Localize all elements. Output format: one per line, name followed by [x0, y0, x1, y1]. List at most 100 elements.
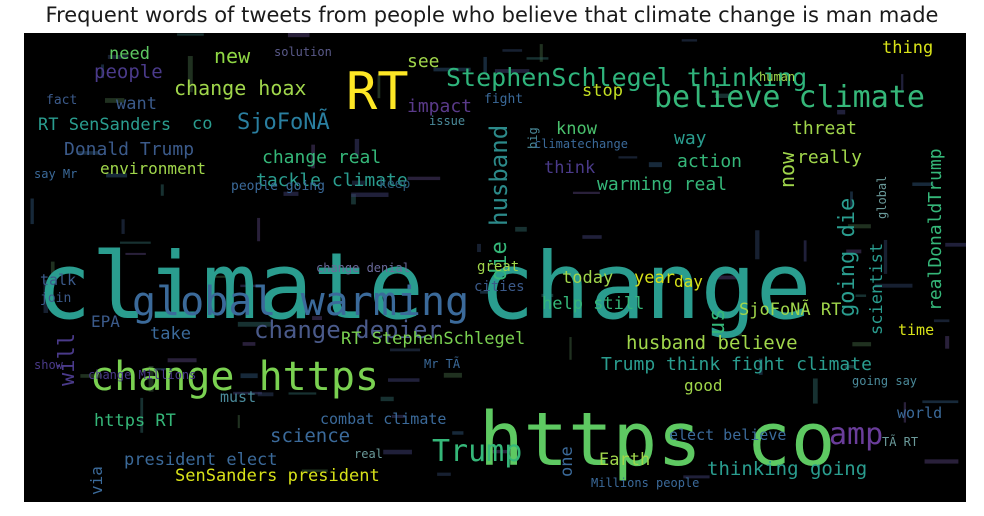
- filler-word-speck: [390, 348, 421, 352]
- word-cloud-word: change https: [90, 354, 379, 400]
- filler-word-speck: [912, 182, 934, 186]
- word-cloud-word: https RT: [94, 411, 176, 431]
- filler-word-speck: [924, 459, 959, 464]
- word-cloud-word: new: [214, 44, 251, 68]
- filler-word-speck: [160, 184, 164, 196]
- filler-word-speck: [755, 230, 760, 260]
- word-cloud-word: environment: [100, 159, 206, 178]
- filler-word-speck: [515, 226, 527, 232]
- filler-word-speck: [30, 198, 34, 225]
- filler-word-speck: [50, 261, 55, 283]
- filler-word-speck: [903, 402, 907, 423]
- word-cloud-word: issue: [429, 114, 465, 128]
- word-cloud: climate change https co RT global warming ch…: [24, 33, 966, 502]
- word-cloud-word: help still: [542, 294, 644, 314]
- filler-word-speck: [922, 400, 959, 404]
- filler-word-speck: [167, 358, 197, 363]
- word-cloud-word: elect believe: [669, 426, 786, 444]
- word-cloud-word: SenSanders president: [175, 466, 380, 486]
- word-cloud-word: really: [797, 147, 862, 168]
- filler-word-speck: [850, 191, 853, 207]
- word-cloud-word: must: [220, 388, 256, 406]
- word-cloud-word: now: [775, 151, 799, 188]
- filler-word-speck: [803, 240, 807, 262]
- filler-word-speck: [148, 366, 154, 392]
- word-cloud-word: action: [677, 151, 742, 172]
- filler-word-speck: [812, 378, 818, 404]
- word-cloud-word: fight: [484, 92, 523, 107]
- word-cloud-word: believe climate: [654, 80, 925, 115]
- filler-word-speck: [351, 194, 356, 205]
- word-cloud-word: year: [634, 268, 675, 288]
- word-cloud-word: scientist: [867, 243, 887, 335]
- filler-word-speck: [452, 431, 464, 435]
- word-cloud-word: stop: [582, 81, 623, 101]
- filler-word-speck: [120, 241, 151, 244]
- filler-word-speck: [187, 56, 193, 93]
- word-cloud-word: husband: [485, 125, 513, 226]
- filler-word-speck: [945, 336, 950, 349]
- filler-word-speck: [121, 219, 125, 234]
- word-cloud-word: change depier: [254, 316, 442, 344]
- word-cloud-word: Trump: [432, 434, 522, 469]
- word-cloud-word: thing: [882, 38, 933, 58]
- filler-word-speck: [351, 180, 365, 186]
- word-cloud-word: RT StephenSchlegel: [341, 329, 525, 349]
- word-cloud-word: time: [898, 321, 934, 339]
- word-cloud-word: Millions people: [591, 476, 699, 490]
- chart-title: Frequent words of tweets from people who…: [45, 3, 939, 27]
- filler-word-speck: [683, 475, 710, 479]
- word-cloud-word: one: [557, 446, 577, 477]
- word-cloud-word: RT: [346, 62, 409, 122]
- filler-word-speck: [283, 191, 299, 196]
- filler-word-speck: [210, 275, 228, 278]
- word-cloud-word: fact: [46, 93, 77, 108]
- filler-word-speck: [377, 74, 381, 99]
- filler-word-speck: [933, 319, 950, 323]
- filler-word-speck: [494, 69, 530, 73]
- filler-word-speck: [311, 144, 315, 169]
- filler-word-speck: [80, 374, 103, 378]
- word-cloud-word: science: [270, 425, 350, 447]
- word-cloud-word: threat: [792, 118, 857, 139]
- word-cloud-word: SjoFoNÃ RT: [739, 298, 841, 320]
- word-cloud-word: show: [34, 358, 64, 372]
- word-cloud-word: warming real: [597, 174, 727, 195]
- word-cloud-word: will: [55, 333, 80, 386]
- word-cloud-word: realDonaldTrump: [925, 148, 946, 311]
- filler-word-speck: [142, 368, 176, 371]
- word-cloud-word: Mr TÃ: [424, 356, 461, 371]
- word-cloud-word: us: [705, 309, 730, 336]
- word-cloud-word: https co: [479, 397, 835, 483]
- word-cloud-word: people going: [231, 179, 325, 194]
- filler-word-speck: [945, 242, 966, 247]
- word-cloud-word: say Mr: [34, 167, 77, 181]
- word-cloud-word: change Millions: [88, 368, 196, 382]
- word-cloud-word: president elect: [124, 450, 278, 470]
- filler-word-speck: [312, 316, 322, 321]
- filler-word-speck: [437, 472, 451, 476]
- filler-word-speck: [855, 294, 867, 297]
- filler-word-speck: [715, 93, 732, 98]
- word-cloud-word: think: [544, 158, 595, 178]
- word-cloud-word: Earth: [599, 450, 650, 470]
- filler-word-speck: [852, 342, 872, 347]
- filler-word-speck: [288, 392, 317, 395]
- word-cloud-word: need: [109, 44, 150, 64]
- filler-word-speck: [433, 67, 471, 72]
- word-cloud-word: way: [674, 128, 707, 149]
- filler-word-speck: [648, 162, 662, 168]
- filler-word-speck: [383, 449, 412, 455]
- filler-word-speck: [526, 57, 549, 60]
- filler-word-speck: [837, 109, 846, 115]
- filler-word-speck: [257, 392, 274, 397]
- filler-word-speck: [847, 224, 871, 229]
- filler-word-speck: [242, 342, 256, 346]
- filler-word-speck: [76, 151, 100, 155]
- word-cloud-word: real: [354, 447, 383, 461]
- filler-word-speck: [487, 449, 517, 454]
- filler-word-speck: [582, 235, 602, 239]
- filler-word-speck: [240, 284, 259, 288]
- word-cloud-word: global: [875, 176, 889, 219]
- word-cloud-word: EPA: [91, 312, 120, 331]
